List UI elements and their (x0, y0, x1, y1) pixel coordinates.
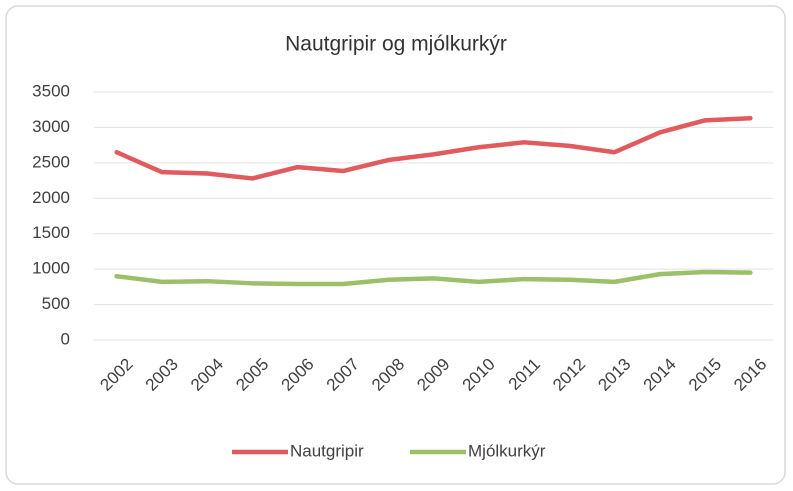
series-line (114, 115, 753, 181)
y-tick-label: 2500 (32, 152, 70, 171)
y-tick-label: 500 (42, 294, 70, 313)
chart-title: Nautgripir og mjólkurkýr (285, 33, 507, 56)
y-tick-label: 2000 (32, 188, 70, 207)
y-tick-label: 0 (61, 329, 70, 348)
legend-label: Mjólkurkýr (468, 441, 546, 460)
y-tick-label: 3000 (32, 117, 70, 136)
y-tick-label: 1000 (32, 259, 70, 278)
legend-label: Nautgripir (290, 441, 364, 460)
chart-frame (5, 5, 786, 485)
series-line (114, 269, 753, 287)
y-tick-label: 1500 (32, 223, 70, 242)
y-tick-label: 3500 (32, 81, 70, 100)
